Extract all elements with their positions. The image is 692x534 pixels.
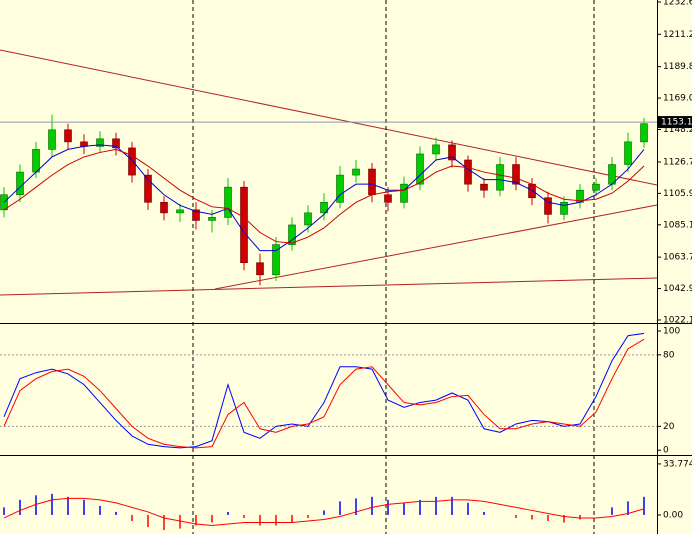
panel: 0 20 80 100	[0, 326, 680, 456]
candle-body	[48, 129, 56, 150]
y-tick-label: 1063.7	[663, 253, 692, 263]
candle-body	[528, 183, 536, 199]
candle-body	[384, 194, 392, 203]
candle-body	[320, 201, 328, 214]
trend-line	[0, 49, 658, 186]
last-price-box	[658, 116, 692, 129]
candle-body	[592, 183, 600, 191]
candle-body	[352, 168, 360, 176]
candle-body	[432, 144, 440, 155]
candle-body	[64, 129, 72, 143]
trend-line	[0, 277, 658, 296]
indicator-line	[3, 338, 645, 449]
candle-body	[128, 147, 136, 176]
candle-body	[336, 174, 344, 203]
candle-body	[256, 262, 264, 276]
indicator-line	[3, 144, 645, 252]
candle-body	[224, 186, 232, 218]
candle-body	[560, 201, 568, 215]
panel: 1022.1 1042.9 1063.7 1085.1 1105.9 1126.7 1148…	[0, 0, 692, 325]
y-tick-label: 20	[663, 422, 675, 432]
candle-body	[416, 153, 424, 185]
indicator-line	[3, 148, 645, 244]
y-tick-label: 1148.2	[663, 125, 692, 135]
candle-body	[512, 164, 520, 185]
y-tick-label: 1232.6	[663, 0, 692, 7]
candle-body	[288, 224, 296, 245]
candle-body	[32, 149, 40, 173]
trend-line	[214, 204, 658, 290]
y-tick-label: 1126.7	[663, 157, 692, 167]
y-tick-label: 1169.0	[663, 94, 692, 104]
candle-body	[448, 144, 456, 161]
candle-body	[112, 138, 120, 149]
y-tick-label: 1189.8	[663, 62, 692, 72]
candle-body	[144, 174, 152, 203]
candle-body	[16, 171, 24, 196]
y-tick-label: 1022.1	[663, 315, 692, 325]
candle-body	[208, 217, 216, 221]
indicator-line	[3, 497, 645, 527]
y-tick-label: 33.774	[663, 459, 692, 469]
y-tick-label: 0.00	[663, 510, 683, 520]
candle-body	[368, 168, 376, 196]
last-price-label: 1153.1	[661, 118, 692, 128]
y-tick-label: 1211.2	[663, 30, 692, 40]
candle-body	[400, 183, 408, 203]
candle-body	[544, 197, 552, 215]
panel: 0.00 33.774	[3, 459, 692, 531]
y-tick-label: 1042.9	[663, 284, 692, 294]
candle-body	[464, 159, 472, 185]
candle-body	[192, 209, 200, 221]
y-tick-label: 1105.9	[663, 189, 692, 199]
candle-body	[176, 209, 184, 214]
candle-body	[160, 201, 168, 214]
candle-body	[240, 186, 248, 264]
candle-body	[480, 183, 488, 191]
y-tick-label: 80	[663, 350, 675, 360]
candle-body	[496, 164, 504, 191]
indicator-line	[3, 332, 645, 449]
candle-body	[272, 244, 280, 276]
candle-body	[640, 123, 648, 143]
y-tick-label: 0	[663, 446, 669, 456]
y-tick-label: 100	[663, 326, 680, 336]
candle-body	[624, 141, 632, 165]
y-tick-label: 1085.1	[663, 220, 692, 230]
candle-body	[304, 212, 312, 226]
candle-body	[96, 138, 104, 147]
